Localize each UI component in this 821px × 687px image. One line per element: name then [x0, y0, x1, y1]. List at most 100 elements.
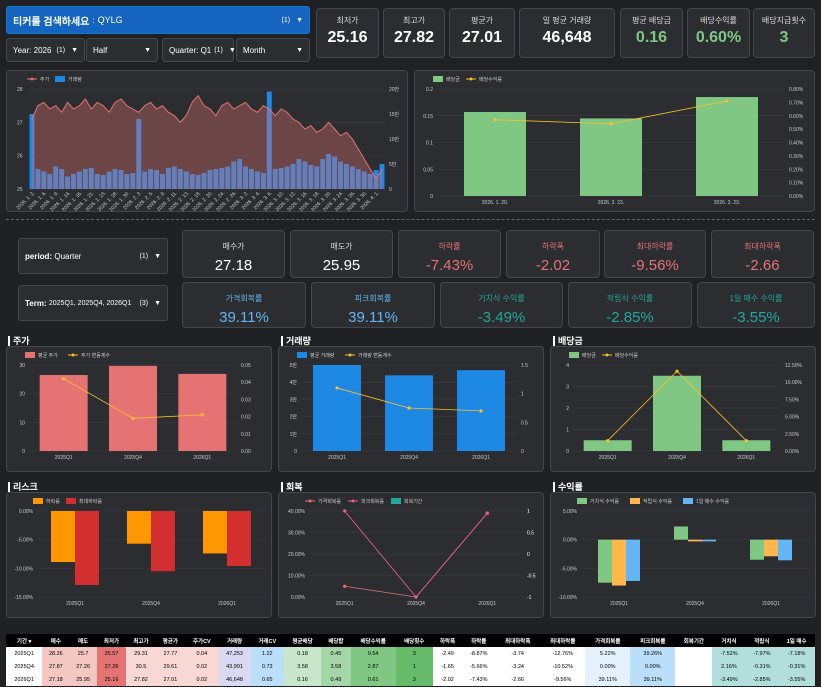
table-header-cell[interactable]: 거래CV	[250, 634, 284, 647]
table-cell: 3	[395, 647, 433, 660]
x-tick: 2025Q4	[400, 455, 418, 461]
kpi-mid1-4-value: -9.56%	[631, 257, 679, 274]
month-filter[interactable]: Month ▼	[236, 38, 310, 62]
kpi-top-0: 최저가 25.16	[316, 8, 379, 58]
kpi-top-3: 일 평균 거래량 46,648	[519, 8, 615, 58]
bar	[203, 511, 227, 554]
volume-bar	[71, 174, 76, 189]
table-cell: -7.18%	[778, 647, 815, 660]
table-cell: 0.45	[321, 647, 351, 660]
y-tick: 0.15	[423, 114, 433, 120]
volume-bar	[160, 174, 165, 189]
kpi-mid2-0: 가격회복률 39.11%	[182, 282, 306, 328]
kpi-top-6: 배당지급횟수 3	[753, 8, 815, 58]
y2-tick: 0.00	[241, 449, 251, 455]
table-header-cell[interactable]: 거치식	[712, 634, 746, 647]
series-point	[335, 386, 339, 390]
dividend-chart: 배당금 배당수익률 0 0.05 0.1 0.15 0.2 0.00% 0.10% 0.20% 0.…	[423, 76, 804, 206]
year-filter[interactable]: Year: 2026 (1) ▼	[6, 38, 85, 62]
legend-swatch	[308, 499, 312, 503]
x-tick: 2025Q1	[610, 601, 628, 607]
term-filter[interactable]: Term: 2025Q1, 2025Q4, 2026Q1 (3) ▼	[18, 285, 168, 321]
chevron-down-icon[interactable]: ▼	[228, 46, 236, 54]
volume-bar	[154, 170, 160, 189]
volume-bar	[361, 171, 367, 189]
chevron-down-icon[interactable]: ▼	[296, 46, 303, 54]
volume-bar	[314, 166, 320, 189]
y-tick: 20	[19, 392, 25, 398]
table-header-cell[interactable]: 기간 ▾	[6, 634, 43, 647]
kpi-mid1-3-label: 하락폭	[541, 242, 565, 251]
table-header-cell[interactable]: 가격회복률	[585, 634, 631, 647]
table-cell	[675, 673, 713, 686]
kpi-mid1-2-value: -7.43%	[425, 257, 474, 274]
chevron-down-icon[interactable]: ▼	[154, 299, 161, 307]
y-tick: 1	[566, 428, 569, 434]
table-header-cell[interactable]: 배당합	[321, 634, 351, 647]
y-tick: 10	[19, 420, 25, 426]
table-header-cell[interactable]: 매도	[69, 634, 97, 647]
section-title-returns: 수익률	[553, 482, 583, 492]
table-header-cell[interactable]: 피크회복률	[630, 634, 676, 647]
bar	[778, 539, 792, 561]
table-header-cell[interactable]: 적립식	[745, 634, 779, 647]
chevron-down-icon[interactable]: ▼	[144, 46, 151, 54]
recovery-chart-card: 가격회복률 피크회복률 회복기간 0.00% 10.00% 20.00% 30.00% 40.…	[278, 492, 544, 618]
table-header-cell[interactable]: 하락폭	[432, 634, 463, 647]
returns-chart-card: 거치식 수익률 적립식 수익률 1일 매수 수익률 5.00% 0.00% -5.00% -…	[550, 492, 816, 618]
table-cell: 27.26	[69, 660, 97, 673]
volume-bar	[112, 169, 118, 189]
table-cell: 39.26%	[630, 647, 676, 660]
table-cell: 3.58	[283, 660, 322, 673]
series-point	[200, 413, 204, 417]
table-header-cell[interactable]: 최대하락폭	[495, 634, 541, 647]
y2-tick: 0.04	[241, 380, 251, 386]
table-header-cell[interactable]: 1일 매수	[778, 634, 815, 647]
table-header-cell[interactable]: 주가CV	[185, 634, 219, 647]
table-header-cell[interactable]: 회복기간	[675, 634, 713, 647]
table-header-cell[interactable]: 최대하락률	[540, 634, 586, 647]
section-title-recovery: 회복	[281, 482, 303, 492]
kpi-mid1-2-label: 하락률	[438, 242, 461, 251]
table-header-cell[interactable]: 하락률	[462, 634, 496, 647]
chevron-down-icon[interactable]: ▼	[154, 252, 161, 260]
y-tick: 20.00%	[288, 552, 306, 558]
x-tick: 2025Q1	[66, 601, 84, 607]
table-header-cell[interactable]: 평균가	[155, 634, 186, 647]
table-header-cell[interactable]: 배당횟수	[395, 634, 433, 647]
table-cell: 0.00%	[630, 660, 676, 673]
year-label: Year:	[13, 45, 32, 55]
table-header-cell[interactable]: 최저가	[96, 634, 127, 647]
quarter-label: Quarter:	[169, 45, 199, 55]
table-header-cell[interactable]: 거래량	[218, 634, 251, 647]
y-tick: 26	[17, 154, 23, 160]
y2-tick: 10.00%	[785, 380, 803, 386]
table-cell: -5.66%	[462, 660, 496, 673]
table-cell: 2025Q1	[6, 647, 43, 660]
volume-bar	[225, 166, 231, 189]
chevron-down-icon[interactable]: ▼	[296, 16, 303, 24]
table-cell: 2.87	[350, 660, 396, 673]
kpi-mid1-1-label: 매도가	[330, 242, 353, 251]
chevron-down-icon[interactable]: ▼	[71, 46, 78, 54]
kpi-mid2-2-value: -3.49%	[477, 309, 526, 326]
table-header-cell[interactable]: 매수	[42, 634, 70, 647]
kpi-top-1: 최고가 27.82	[383, 8, 445, 58]
half-filter[interactable]: Half ▼	[86, 38, 158, 62]
avg-price-chart: 평균 주가 주가 변동계수 0 10 20 30 0.00 0.01 0.02 0.03 0.04 0…	[19, 352, 251, 461]
bar	[227, 511, 251, 567]
y-tick: -5.00%	[561, 566, 577, 572]
volume-bar	[59, 169, 65, 189]
ticker-search[interactable]: 티커를 검색하세요 : QYLG (1) ▼	[6, 6, 310, 34]
bar	[580, 118, 642, 196]
x-tick: 2025Q4	[407, 601, 425, 607]
quarter-filter[interactable]: Quarter: Q1 (1) ▼	[162, 38, 236, 62]
volume-bar	[272, 169, 278, 189]
table-header-cell[interactable]: 평균배당	[283, 634, 322, 647]
volume-bar	[65, 176, 71, 189]
table-header-cell[interactable]: 배당수익률	[350, 634, 396, 647]
period-filter[interactable]: period: Quarter (1) ▼	[18, 238, 168, 274]
table-header-cell[interactable]: 최고가	[126, 634, 156, 647]
volume-bar	[213, 169, 219, 189]
volume-bar	[237, 159, 243, 189]
